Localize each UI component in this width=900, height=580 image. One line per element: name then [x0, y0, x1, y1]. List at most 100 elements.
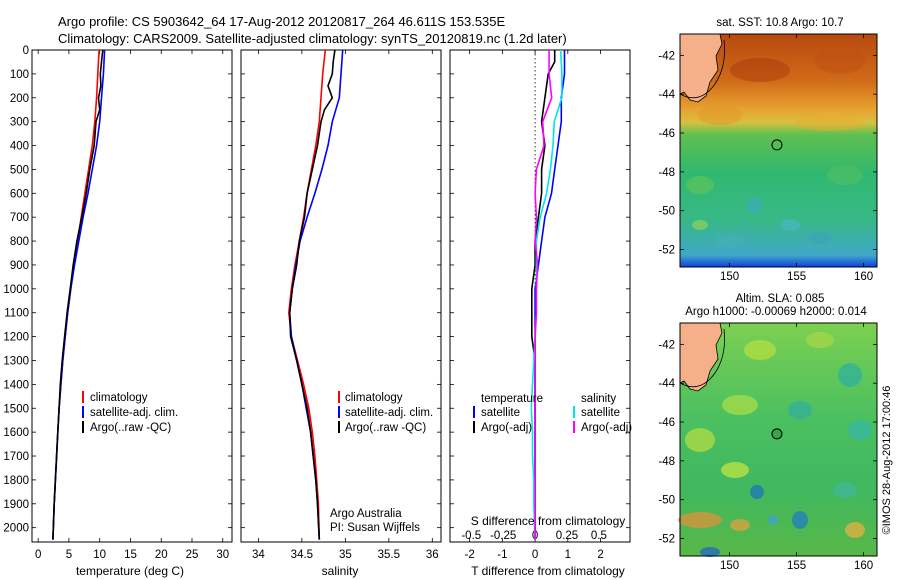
x-tick-label: 35 — [339, 549, 352, 561]
series-line-salinity-argo-adj- — [534, 50, 553, 540]
float-position-marker — [771, 428, 783, 440]
salinity-series — [287, 50, 344, 540]
lat-tick-label: -50 — [658, 495, 675, 507]
sst-map-title: sat. SST: 10.8 Argo: 10.7 — [716, 17, 843, 29]
x-tick-label: 25 — [186, 549, 199, 561]
salinity-difference-xlabel: S difference from climatology — [471, 514, 626, 528]
lat-tick-label: -44 — [658, 89, 675, 101]
sla-map-title-2: Argo h1000: -0.00069 h2000: 0.014 — [685, 306, 867, 318]
salinity-diff-tick-label: -0.5 — [461, 530, 481, 542]
sst-map-frame — [679, 33, 878, 268]
x-tick-label: 34 — [252, 549, 265, 561]
depth-tick-label: 800 — [10, 236, 29, 248]
difference-axes — [449, 49, 631, 543]
temperature-legend: climatology satellite-adj. clim. Argo(..… — [82, 391, 178, 434]
depth-tick-label: 1800 — [3, 475, 29, 487]
depth-tick-label: 1300 — [3, 355, 29, 367]
legend-climatology-label: climatology — [345, 392, 403, 404]
salinity-legend: climatology satellite-adj. clim. Argo(..… — [338, 391, 433, 434]
depth-tick-label: 1600 — [3, 427, 29, 439]
difference-series — [530, 50, 566, 540]
depth-tick-label: 500 — [10, 164, 29, 176]
temperature-series — [52, 50, 106, 540]
header-line-2: Climatology: CARS2009. Satellite-adjuste… — [58, 31, 567, 46]
depth-tick-label: 100 — [10, 69, 29, 81]
x-tick-label: 2 — [597, 549, 603, 561]
series-line-argo-raw-qc- — [288, 50, 336, 540]
lon-tick-label: 160 — [854, 271, 873, 283]
temperature-difference-ticks: -2 -1 0 1 2 — [465, 50, 604, 561]
sst-contour — [679, 39, 725, 99]
legend-s-satellite-label: satellite — [581, 407, 620, 419]
salinity-axes — [240, 49, 442, 543]
temperature-difference-xlabel: T difference from climatology — [471, 564, 625, 578]
depth-tick-label: 1700 — [3, 451, 29, 463]
depth-tick-label: 400 — [10, 141, 29, 153]
sla-map-ticks: 150 155 160 -42 -44 -46 -48 -50 -52 — [658, 323, 877, 572]
temperature-axis-ticks: 0 5 10 15 20 25 30 — [35, 50, 229, 561]
lat-tick-label: -42 — [658, 50, 675, 62]
sst-texture — [686, 46, 865, 247]
depth-tick-label: 1900 — [3, 499, 29, 511]
lon-tick-label: 155 — [787, 560, 806, 572]
x-tick-label: 10 — [93, 549, 106, 561]
lat-tick-label: -52 — [658, 534, 675, 546]
depth-tick-label: 200 — [10, 93, 29, 105]
imos-stamp: ©IMOS 28-Aug-2012 17:00:46 — [881, 386, 893, 535]
sst-map-ticks: 150 155 160 -42 -44 -46 -48 -50 -52 — [658, 34, 877, 283]
depth-axis-ticks: 0 100 200 300 400 500 600 700 800 900 1000 1100 1200… — [3, 45, 232, 535]
salinity-diff-tick-label: 0.5 — [591, 530, 607, 542]
depth-tick-label: 1000 — [3, 284, 29, 296]
legend-salinity-title: salinity — [581, 393, 616, 405]
lon-tick-label: 150 — [720, 271, 739, 283]
lat-tick-label: -50 — [658, 206, 675, 218]
lon-tick-label: 155 — [787, 271, 806, 283]
x-tick-label: 0 — [35, 549, 41, 561]
sla-contour — [679, 328, 725, 388]
legend-argo-label: Argo(..raw -QC) — [90, 422, 171, 434]
lat-tick-label: -48 — [658, 456, 675, 468]
difference-legend: temperature satellite Argo(-adj) salinit… — [473, 393, 632, 434]
float-position-marker — [771, 139, 783, 151]
depth-tick-label: 1400 — [3, 379, 29, 391]
legend-s-argo-label: Argo(-adj) — [581, 422, 632, 434]
lat-tick-label: -52 — [658, 245, 675, 257]
tasmania-landmass — [679, 33, 723, 103]
depth-tick-label: 900 — [10, 260, 29, 272]
series-line-climatology — [287, 50, 327, 540]
difference-panel: -2 -1 0 1 2 -0.5 -0.25 0 0.25 0.5 temperature sa… — [449, 49, 632, 578]
legend-climatology-label: climatology — [90, 392, 148, 404]
sla-map-title-1: Altim. SLA: 0.085 — [736, 293, 825, 305]
depth-tick-label: 300 — [10, 117, 29, 129]
x-tick-label: 20 — [155, 549, 168, 561]
tasmania-landmass-2 — [679, 322, 723, 392]
x-tick-label: 1 — [565, 549, 571, 561]
depth-tick-label: 0 — [23, 45, 29, 57]
salinity-diff-tick-label: -0.25 — [490, 530, 516, 542]
salinity-xlabel: salinity — [322, 564, 359, 578]
temperature-axes — [31, 49, 233, 543]
salinity-axis-ticks: 34 34.5 35 35.5 36 — [252, 50, 439, 561]
salinity-diff-tick-label: 0.25 — [556, 530, 578, 542]
legend-satellite-label: satellite-adj. clim. — [90, 407, 178, 419]
lat-tick-label: -44 — [658, 378, 675, 390]
x-tick-label: 30 — [216, 549, 229, 561]
depth-tick-label: 1500 — [3, 403, 29, 415]
lat-tick-label: -46 — [658, 128, 675, 140]
header-line-1: Argo profile: CS 5903642_64 17-Aug-2012 … — [58, 14, 506, 29]
legend-t-argo-label: Argo(-adj) — [481, 422, 532, 434]
sst-map-panel: sat. SST: 10.8 Argo: 10.7 150 155 160 -42 -4… — [658, 17, 878, 283]
legend-temperature-title: temperature — [481, 393, 543, 405]
x-tick-label: 5 — [66, 549, 72, 561]
legend-satellite-label: satellite-adj. clim. — [345, 407, 433, 419]
sla-map-frame — [679, 322, 878, 557]
lat-tick-label: -42 — [658, 339, 675, 351]
legend-t-satellite-label: satellite — [481, 407, 520, 419]
salinity-depth-ticks — [241, 49, 441, 529]
salinity-panel: 34 34.5 35 35.5 36 climatology satellite-adj… — [240, 49, 442, 578]
depth-tick-label: 1100 — [4, 308, 29, 320]
x-tick-label: -2 — [465, 549, 475, 561]
series-line-argo-raw-qc- — [52, 50, 104, 540]
difference-depth-ticks — [450, 49, 630, 529]
